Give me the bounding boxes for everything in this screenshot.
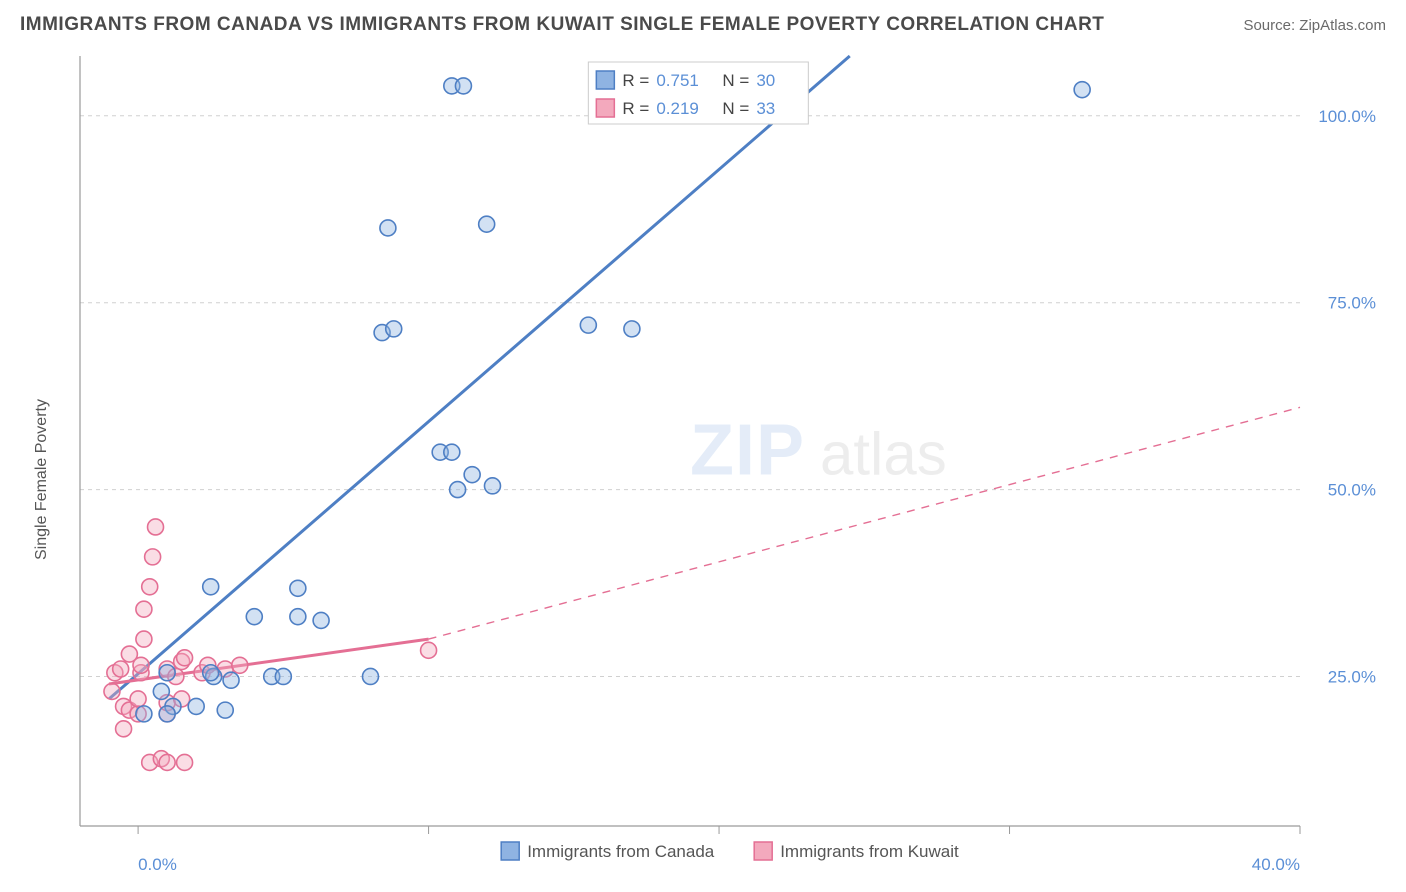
legend-n-value: 30 — [756, 71, 775, 90]
legend-r-label: R = — [622, 99, 649, 118]
y-tick-label: 25.0% — [1328, 667, 1376, 686]
legend-series-label: Immigrants from Kuwait — [780, 842, 959, 861]
regression-line-canada — [109, 56, 850, 699]
data-point-canada — [580, 317, 596, 333]
data-point-canada — [479, 216, 495, 232]
data-point-canada — [203, 665, 219, 681]
data-point-canada — [386, 321, 402, 337]
data-point-canada — [313, 612, 329, 628]
data-point-canada — [159, 706, 175, 722]
data-point-kuwait — [232, 657, 248, 673]
x-tick-label: 40.0% — [1252, 855, 1300, 874]
data-point-canada — [136, 706, 152, 722]
data-point-canada — [484, 478, 500, 494]
data-point-kuwait — [421, 642, 437, 658]
data-point-canada — [455, 78, 471, 94]
data-point-canada — [188, 698, 204, 714]
data-point-canada — [444, 444, 460, 460]
data-point-kuwait — [130, 691, 146, 707]
legend-series-label: Immigrants from Canada — [527, 842, 715, 861]
data-point-canada — [362, 668, 378, 684]
data-point-canada — [1074, 82, 1090, 98]
data-point-canada — [380, 220, 396, 236]
legend-swatch — [754, 842, 772, 860]
data-point-kuwait — [133, 657, 149, 673]
data-point-canada — [275, 668, 291, 684]
legend-n-value: 33 — [756, 99, 775, 118]
watermark: ZIP — [690, 411, 805, 491]
data-point-canada — [246, 609, 262, 625]
y-tick-label: 50.0% — [1328, 481, 1376, 500]
legend-n-label: N = — [722, 99, 749, 118]
data-point-canada — [217, 702, 233, 718]
data-point-kuwait — [159, 754, 175, 770]
y-tick-label: 100.0% — [1318, 107, 1376, 126]
data-point-canada — [153, 683, 169, 699]
data-point-kuwait — [113, 661, 129, 677]
legend-n-label: N = — [722, 71, 749, 90]
data-point-canada — [159, 665, 175, 681]
data-point-canada — [624, 321, 640, 337]
data-point-canada — [223, 672, 239, 688]
data-point-canada — [290, 609, 306, 625]
y-tick-label: 75.0% — [1328, 294, 1376, 313]
data-point-kuwait — [145, 549, 161, 565]
x-tick-label: 0.0% — [138, 855, 177, 874]
data-point-kuwait — [104, 683, 120, 699]
legend-r-label: R = — [622, 71, 649, 90]
data-point-kuwait — [136, 631, 152, 647]
data-point-kuwait — [177, 650, 193, 666]
source-attribution: Source: ZipAtlas.com — [1243, 17, 1386, 34]
data-point-canada — [450, 482, 466, 498]
legend-swatch — [596, 71, 614, 89]
data-point-kuwait — [116, 721, 132, 737]
data-point-canada — [464, 467, 480, 483]
legend-r-value: 0.751 — [656, 71, 699, 90]
data-point-canada — [290, 580, 306, 596]
data-point-kuwait — [177, 754, 193, 770]
series-legend: Immigrants from Canada Immigrants from Ku… — [501, 842, 959, 861]
data-point-kuwait — [148, 519, 164, 535]
scatter-chart: 25.0% 50.0% 75.0% 100.0% ZIPatlas 0.0% 40.0% Si… — [20, 44, 1386, 890]
data-point-canada — [203, 579, 219, 595]
data-point-kuwait — [136, 601, 152, 617]
y-axis-label: Single Female Poverty — [33, 399, 50, 560]
legend-swatch — [501, 842, 519, 860]
chart-container: 25.0% 50.0% 75.0% 100.0% ZIPatlas 0.0% 40.0% Si… — [20, 44, 1386, 890]
chart-title: IMMIGRANTS FROM CANADA VS IMMIGRANTS FRO… — [20, 14, 1104, 36]
data-point-kuwait — [142, 579, 158, 595]
watermark: atlas — [820, 421, 947, 488]
legend-swatch — [596, 99, 614, 117]
legend-r-value: 0.219 — [656, 99, 699, 118]
